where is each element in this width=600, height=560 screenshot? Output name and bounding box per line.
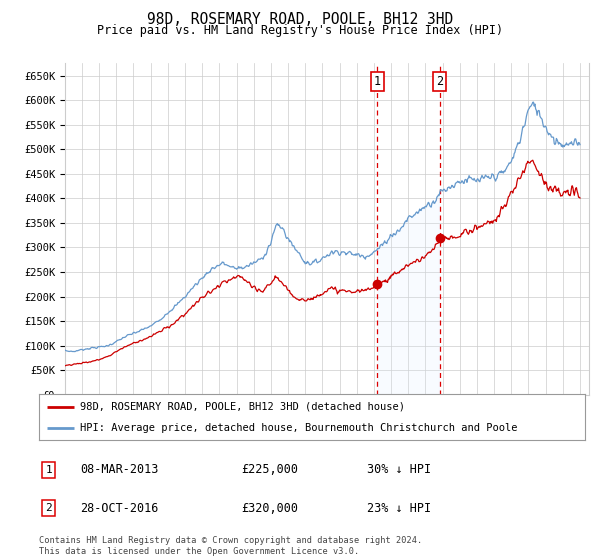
Text: 28-OCT-2016: 28-OCT-2016 <box>80 502 158 515</box>
Text: 1: 1 <box>373 75 380 88</box>
Text: HPI: Average price, detached house, Bournemouth Christchurch and Poole: HPI: Average price, detached house, Bour… <box>80 423 517 433</box>
Text: £225,000: £225,000 <box>241 464 298 477</box>
Text: Price paid vs. HM Land Registry's House Price Index (HPI): Price paid vs. HM Land Registry's House … <box>97 24 503 37</box>
Text: 98D, ROSEMARY ROAD, POOLE, BH12 3HD: 98D, ROSEMARY ROAD, POOLE, BH12 3HD <box>147 12 453 27</box>
Text: 30% ↓ HPI: 30% ↓ HPI <box>367 464 431 477</box>
Text: Contains HM Land Registry data © Crown copyright and database right 2024.
This d: Contains HM Land Registry data © Crown c… <box>39 536 422 556</box>
Text: 2: 2 <box>436 75 443 88</box>
Text: 08-MAR-2013: 08-MAR-2013 <box>80 464 158 477</box>
Text: £320,000: £320,000 <box>241 502 298 515</box>
Text: 2: 2 <box>46 503 52 513</box>
Text: 1: 1 <box>46 465 52 475</box>
Text: 98D, ROSEMARY ROAD, POOLE, BH12 3HD (detached house): 98D, ROSEMARY ROAD, POOLE, BH12 3HD (det… <box>80 402 405 412</box>
Text: 23% ↓ HPI: 23% ↓ HPI <box>367 502 431 515</box>
